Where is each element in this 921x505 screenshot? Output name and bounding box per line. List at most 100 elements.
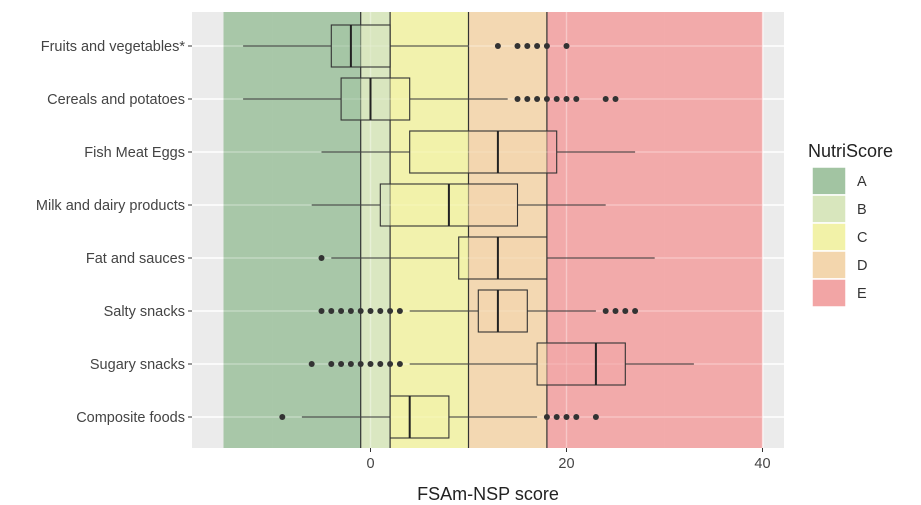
outlier-point <box>563 414 570 420</box>
outlier-point <box>367 361 374 367</box>
box-outline <box>389 395 450 439</box>
box-segment <box>478 290 528 332</box>
legend-item-b[interactable]: B <box>811 194 867 224</box>
outlier-point <box>318 255 325 261</box>
outlier-point <box>347 308 354 314</box>
boxes <box>243 24 694 439</box>
legend-swatch <box>811 278 847 308</box>
box-segment <box>360 78 391 120</box>
x-tick-label: 20 <box>558 456 574 472</box>
legend-swatch <box>811 194 847 224</box>
box-fish-meat-eggs <box>321 130 636 174</box>
zone-b <box>360 12 391 448</box>
zone-a <box>223 12 361 448</box>
outlier-point <box>563 43 570 49</box>
outlier-point <box>328 308 335 314</box>
box-fruits-and-vegetables <box>243 24 570 68</box>
outlier-point <box>357 308 364 314</box>
y-tick-label: Fruits and vegetables* <box>41 39 186 55</box>
outlier-point <box>563 96 570 102</box>
outlier-point <box>553 96 560 102</box>
legend-item-d[interactable]: D <box>811 250 867 280</box>
box-segment <box>546 343 626 385</box>
outlier-point <box>553 414 560 420</box>
box-segment <box>537 343 547 385</box>
nutriscore-zones <box>223 12 763 448</box>
box-outline <box>458 236 548 280</box>
outlier-point <box>602 308 609 314</box>
box-outline <box>409 130 558 174</box>
outlier-point <box>357 361 364 367</box>
outlier-point <box>524 43 531 49</box>
y-axis: Fruits and vegetables* Cereals and potato… <box>36 39 192 426</box>
y-tick-label: Salty snacks <box>104 304 185 320</box>
legend-item-c[interactable]: C <box>811 222 867 252</box>
outlier-point <box>347 361 354 367</box>
box-segment <box>390 78 410 120</box>
box-segment <box>468 184 518 226</box>
legend-label: E <box>857 286 867 302</box>
outlier-point <box>494 43 501 49</box>
outlier-point <box>279 414 286 420</box>
outlier-point <box>602 96 609 102</box>
y-tick-label: Cereals and potatoes <box>47 92 185 108</box>
outlier-point <box>367 308 374 314</box>
legend-swatch <box>811 166 847 196</box>
outlier-point <box>612 96 619 102</box>
box-segment <box>390 184 469 226</box>
outlier-point <box>377 308 384 314</box>
outlier-point <box>377 361 384 367</box>
box-outline <box>330 24 391 68</box>
outlier-point <box>622 308 629 314</box>
box-segment <box>468 131 547 173</box>
outlier-point <box>396 308 403 314</box>
legend-swatch <box>811 250 847 280</box>
outlier-point <box>338 308 345 314</box>
box-cereals-and-potatoes <box>243 77 619 121</box>
legend-label: D <box>857 258 867 274</box>
outlier-point <box>387 308 394 314</box>
y-tick-label: Milk and dairy products <box>36 198 185 214</box>
box-segment <box>380 184 391 226</box>
zone-c <box>390 12 469 448</box>
box-segment <box>458 237 469 279</box>
outlier-point <box>328 361 335 367</box>
outlier-point <box>514 43 521 49</box>
box-fat-and-sauces <box>318 236 655 280</box>
box-segment <box>390 396 449 438</box>
outlier-point <box>308 361 315 367</box>
outlier-point <box>387 361 394 367</box>
box-segment <box>341 78 361 120</box>
outlier-point <box>612 308 619 314</box>
box-milk-and-dairy-products <box>311 183 606 227</box>
box-composite-foods <box>279 395 599 439</box>
outlier-point <box>543 43 550 49</box>
y-tick-label: Fat and sauces <box>86 251 185 267</box>
box-salty-snacks <box>318 289 639 333</box>
zone-d <box>468 12 547 448</box>
outlier-point <box>338 361 345 367</box>
outlier-point <box>514 96 521 102</box>
x-axis: 0 20 40 <box>366 448 771 472</box>
outlier-point <box>318 308 325 314</box>
outlier-point <box>632 308 639 314</box>
y-tick-label: Sugary snacks <box>90 357 185 373</box>
legend-swatch <box>811 222 847 252</box>
x-tick-label: 40 <box>754 456 770 472</box>
box-outline <box>340 77 411 121</box>
box-sugary-snacks <box>308 342 694 386</box>
legend-item-e[interactable]: E <box>811 278 867 308</box>
legend-item-a[interactable]: A <box>811 166 867 196</box>
y-tick-label: Fish Meat Eggs <box>84 145 185 161</box>
x-axis-title: FSAm-NSP score <box>417 484 559 504</box>
box-segment <box>546 131 557 173</box>
legend-label: B <box>857 202 867 218</box>
outlier-point <box>396 361 403 367</box>
outlier-point <box>573 414 580 420</box>
box-segment <box>331 25 361 67</box>
box-outline <box>477 289 528 333</box>
box-outline <box>536 342 626 386</box>
box-segment <box>468 237 547 279</box>
